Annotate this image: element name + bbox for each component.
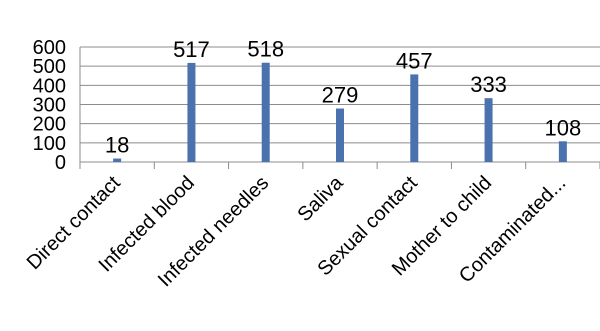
data-label: 108: [544, 115, 581, 140]
bar: [187, 62, 196, 162]
y-tick-label: 500: [33, 56, 66, 78]
bar: [261, 62, 270, 162]
data-label: 333: [470, 72, 507, 97]
bar: [410, 74, 419, 162]
data-label: 517: [173, 37, 210, 62]
bar: [484, 98, 493, 162]
y-tick-label: 600: [33, 37, 66, 59]
y-tick-label: 400: [33, 75, 66, 97]
y-tick-label: 300: [33, 95, 66, 117]
data-label: 457: [396, 48, 433, 73]
bar: [113, 158, 122, 162]
y-tick-label: 200: [33, 114, 66, 136]
x-tick-label: Saliva: [293, 171, 348, 226]
bar: [336, 108, 344, 162]
bar: [558, 141, 567, 162]
y-tick-label: 0: [55, 152, 66, 174]
data-label: 518: [247, 37, 284, 62]
data-label: 279: [322, 83, 359, 108]
data-label: 18: [105, 133, 129, 158]
y-tick-label: 100: [33, 133, 66, 155]
